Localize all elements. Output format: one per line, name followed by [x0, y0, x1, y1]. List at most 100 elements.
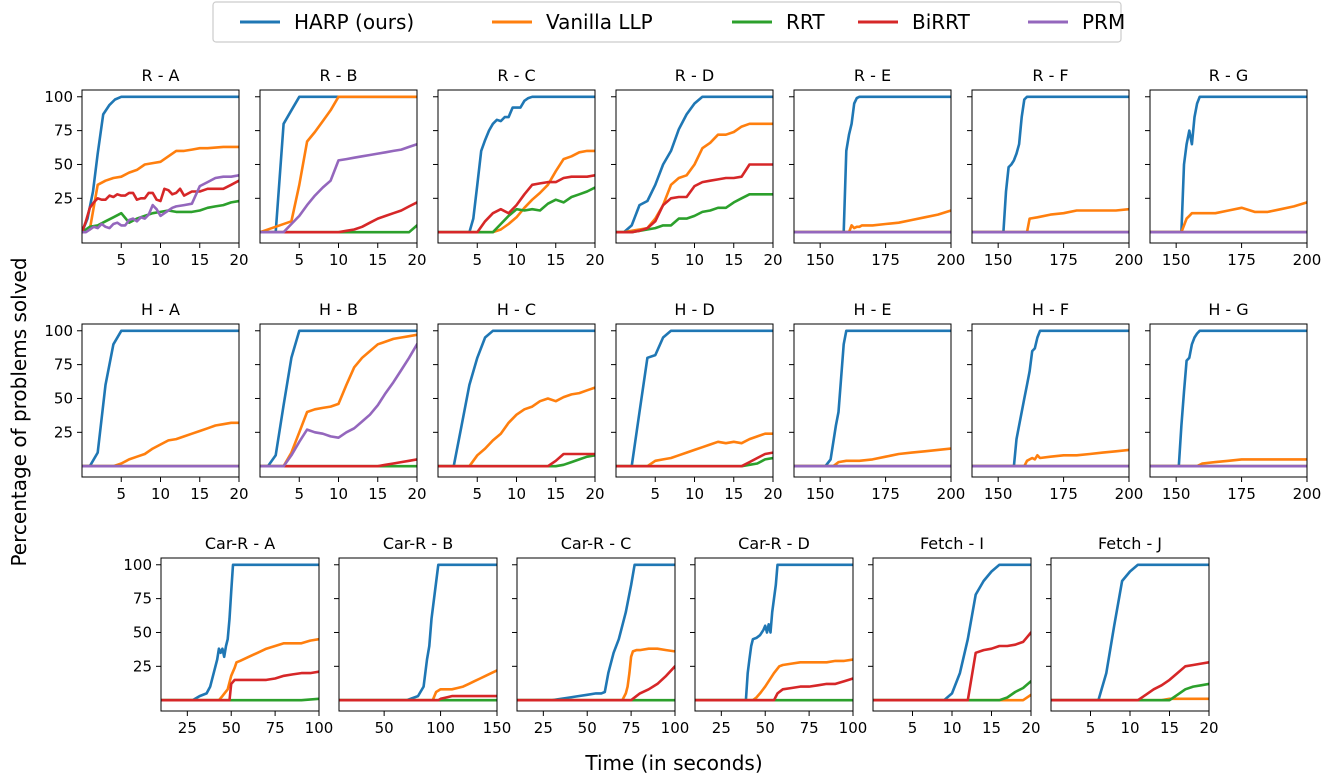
- x-tick-label: 15: [982, 719, 1001, 737]
- x-tick-label: 175: [1227, 485, 1256, 503]
- panel-h-g: H - G 150 175 200: [1145, 300, 1321, 503]
- y-tick-label: 75: [54, 122, 73, 140]
- plot-frame: [160, 557, 320, 712]
- plot-frame: [793, 89, 952, 244]
- x-tick-label: 20: [1199, 719, 1218, 737]
- series-line-vanilla-llp: [260, 333, 417, 468]
- series-group: [1150, 95, 1307, 234]
- series-line-harp-ours: [438, 329, 595, 468]
- x-tick-label: 175: [1049, 485, 1078, 503]
- panel-title: Car-R - D: [738, 534, 810, 553]
- series-line-prm: [260, 142, 417, 234]
- x-tick-label: 15: [724, 485, 743, 503]
- x-tick-label: 50: [375, 719, 394, 737]
- series-line-prm: [260, 342, 417, 468]
- y-tick-label: 50: [54, 155, 73, 173]
- series-line-harp-ours: [873, 563, 1031, 702]
- x-tick-label: 15: [190, 485, 209, 503]
- plot-frame: [437, 89, 596, 244]
- series-line-birrt: [517, 664, 675, 702]
- series-line-vanilla-llp: [1150, 458, 1307, 468]
- x-tick-label: 20: [229, 485, 248, 503]
- series-group: [616, 329, 773, 468]
- series-group: [873, 563, 1031, 702]
- x-tick-label: 10: [507, 485, 526, 503]
- series-group: [82, 329, 239, 468]
- y-axis-label: Percentage of problems solved: [7, 257, 31, 566]
- series-line-birrt: [438, 452, 595, 468]
- x-tick-label: 25: [534, 719, 553, 737]
- x-tick-label: 200: [937, 251, 966, 269]
- x-tick-label: 5: [294, 485, 304, 503]
- x-axis-label: Time (in seconds): [584, 751, 762, 775]
- plot-frame: [1149, 323, 1308, 478]
- x-tick-label: 50: [578, 719, 597, 737]
- x-tick-label: 100: [839, 719, 868, 737]
- x-tick-label: 15: [368, 485, 387, 503]
- panel-car-r-a: Car-R - A 25 50 75 100 25 50 75 100: [123, 534, 333, 737]
- series-line-rrt: [438, 453, 595, 468]
- panel-r-e: R - E 150 175 200: [789, 66, 965, 269]
- x-tick-label: 15: [724, 251, 743, 269]
- x-tick-label: 10: [507, 251, 526, 269]
- x-tick-label: 150: [483, 719, 512, 737]
- series-group: [616, 95, 773, 234]
- x-tick-label: 75: [266, 719, 285, 737]
- series-line-vanilla-llp: [972, 207, 1129, 234]
- series-group: [1150, 329, 1307, 468]
- x-tick-label: 5: [294, 251, 304, 269]
- series-line-vanilla-llp: [616, 432, 773, 468]
- series-line-vanilla-llp: [339, 669, 497, 702]
- y-tick-label: 50: [133, 623, 152, 641]
- series-line-birrt: [616, 451, 773, 468]
- y-tick-label: 50: [54, 389, 73, 407]
- series-line-harp-ours: [972, 329, 1129, 468]
- panel-title: H - C: [497, 300, 536, 319]
- series-line-birrt: [1051, 660, 1209, 702]
- plot-frame: [793, 323, 952, 478]
- panel-title: R - F: [1032, 66, 1068, 85]
- panel-title: Car-R - B: [383, 534, 453, 553]
- series-line-rrt: [438, 186, 595, 234]
- x-tick-label: 20: [407, 251, 426, 269]
- legend-entry-rrt: RRT: [732, 10, 825, 34]
- panel-r-f: R - F 150 175 200: [967, 66, 1143, 269]
- x-tick-label: 10: [685, 485, 704, 503]
- series-line-harp-ours: [1051, 563, 1209, 702]
- x-tick-label: 15: [190, 251, 209, 269]
- series-group: [1051, 563, 1209, 702]
- x-tick-label: 150: [984, 251, 1013, 269]
- legend-entry-vanilla-llp: Vanilla LLP: [492, 10, 653, 34]
- series-line-vanilla-llp: [82, 145, 239, 234]
- plot-frame: [516, 557, 676, 712]
- legend-label: RRT: [786, 10, 825, 34]
- panel-h-d: H - D 5 10 15 20: [611, 300, 783, 503]
- x-tick-label: 5: [908, 719, 918, 737]
- legend-entry-prm: PRM: [1028, 10, 1125, 34]
- x-tick-label: 5: [650, 485, 660, 503]
- x-tick-label: 150: [1162, 485, 1191, 503]
- plot-frame: [259, 89, 418, 244]
- x-tick-label: 5: [116, 485, 126, 503]
- panel-h-e: H - E 150 175 200: [789, 300, 965, 503]
- x-tick-label: 75: [622, 719, 641, 737]
- legend-label: BiRRT: [912, 10, 971, 34]
- panel-r-a: R - A 5 10 15 20 25 50 75 100: [44, 66, 248, 269]
- series-group: [82, 95, 239, 234]
- series-line-vanilla-llp: [695, 658, 853, 702]
- x-tick-label: 150: [806, 251, 835, 269]
- legend-label: Vanilla LLP: [546, 10, 653, 34]
- panel-h-b: H - B 5 10 15 20: [255, 300, 427, 503]
- series-line-vanilla-llp: [438, 149, 595, 234]
- legend: HARP (ours) Vanilla LLP RRT BiRRT PRM: [212, 1, 1125, 43]
- x-tick-label: 200: [1115, 251, 1144, 269]
- y-tick-label: 25: [133, 657, 152, 675]
- panel-title: H - G: [1208, 300, 1248, 319]
- series-line-harp-ours: [438, 95, 595, 234]
- x-tick-label: 50: [222, 719, 241, 737]
- series-line-vanilla-llp: [972, 448, 1129, 468]
- series-line-harp-ours: [972, 95, 1129, 234]
- panel-fetch-i: Fetch - I 5 10 15 20: [868, 534, 1041, 737]
- series-group: [438, 329, 595, 468]
